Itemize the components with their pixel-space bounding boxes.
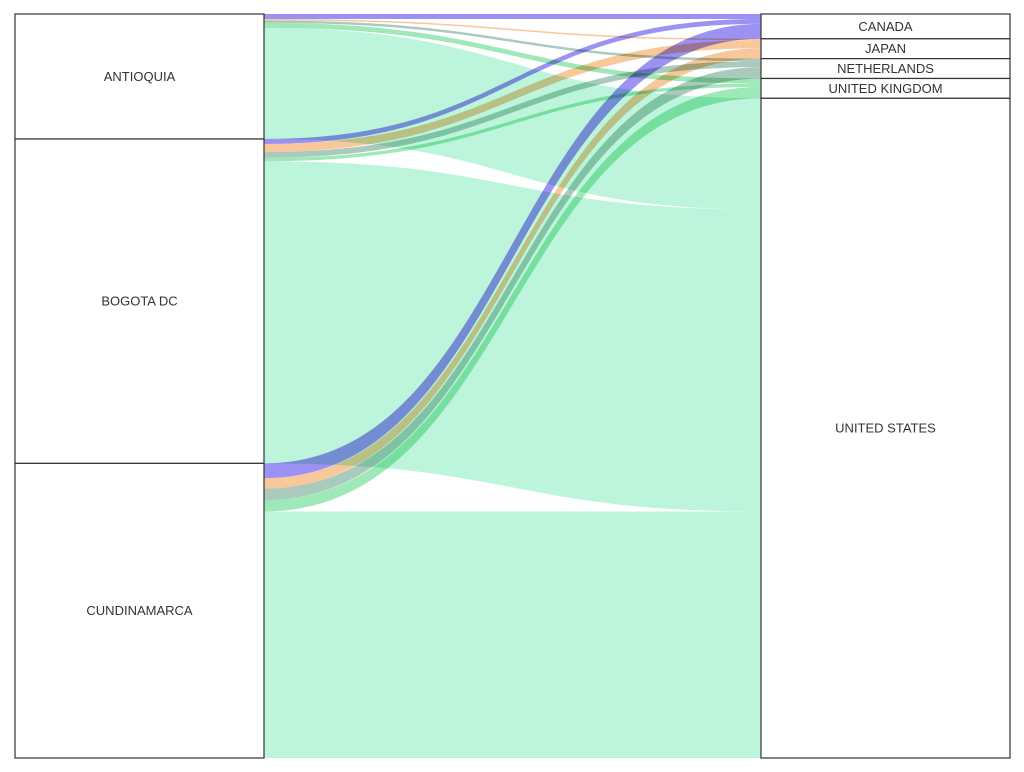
node-label: NETHERLANDS (837, 61, 934, 76)
flow-cundinamarca-to-united-states (264, 511, 761, 758)
node-label: JAPAN (865, 41, 906, 56)
flow-antioquia-to-united-states (264, 27, 761, 210)
flow-antioquia-to-canada (264, 14, 761, 19)
flow-bogota-dc-to-netherlands (264, 61, 761, 158)
target-node-united-states: UNITED STATES (760, 97, 1011, 759)
target-node-japan: JAPAN (760, 38, 1011, 60)
node-box (14, 13, 265, 140)
node-box (760, 97, 1011, 759)
nodes-layer: ANTIOQUIA BOGOTA DC CUNDINAMARCA CANADA JAPA… (14, 13, 1011, 759)
source-node-bogota-dc: BOGOTA DC (14, 138, 265, 464)
node-label: CANADA (858, 19, 913, 34)
flow-bogota-dc-to-canada (264, 18, 761, 144)
source-node-cundinamarca: CUNDINAMARCA (14, 462, 265, 759)
node-label: UNITED KINGDOM (828, 81, 942, 96)
node-box (760, 13, 1011, 40)
flow-cundinamarca-to-canada (264, 23, 761, 479)
target-node-canada: CANADA (760, 13, 1011, 40)
flow-antioquia-to-japan (264, 18, 761, 41)
flow-bogota-dc-to-united-kingdom (264, 83, 761, 162)
source-node-antioquia: ANTIOQUIA (14, 13, 265, 140)
flows-layer (264, 14, 761, 758)
flow-antioquia-to-united-kingdom (264, 22, 761, 84)
flow-cundinamarca-to-netherlands (264, 67, 761, 501)
flow-cundinamarca-to-japan (264, 48, 761, 489)
node-label: BOGOTA DC (101, 294, 177, 309)
node-box (14, 462, 265, 759)
flow-antioquia-to-netherlands (264, 20, 761, 62)
node-label: UNITED STATES (835, 421, 936, 436)
target-node-netherlands: NETHERLANDS (760, 58, 1011, 80)
target-node-united-kingdom: UNITED KINGDOM (760, 77, 1011, 99)
flow-bogota-dc-to-japan (264, 40, 761, 152)
node-label: CUNDINAMARCA (86, 603, 193, 618)
flow-cundinamarca-to-united-kingdom (264, 86, 761, 512)
node-label: ANTIOQUIA (104, 69, 176, 84)
node-box (14, 138, 265, 464)
